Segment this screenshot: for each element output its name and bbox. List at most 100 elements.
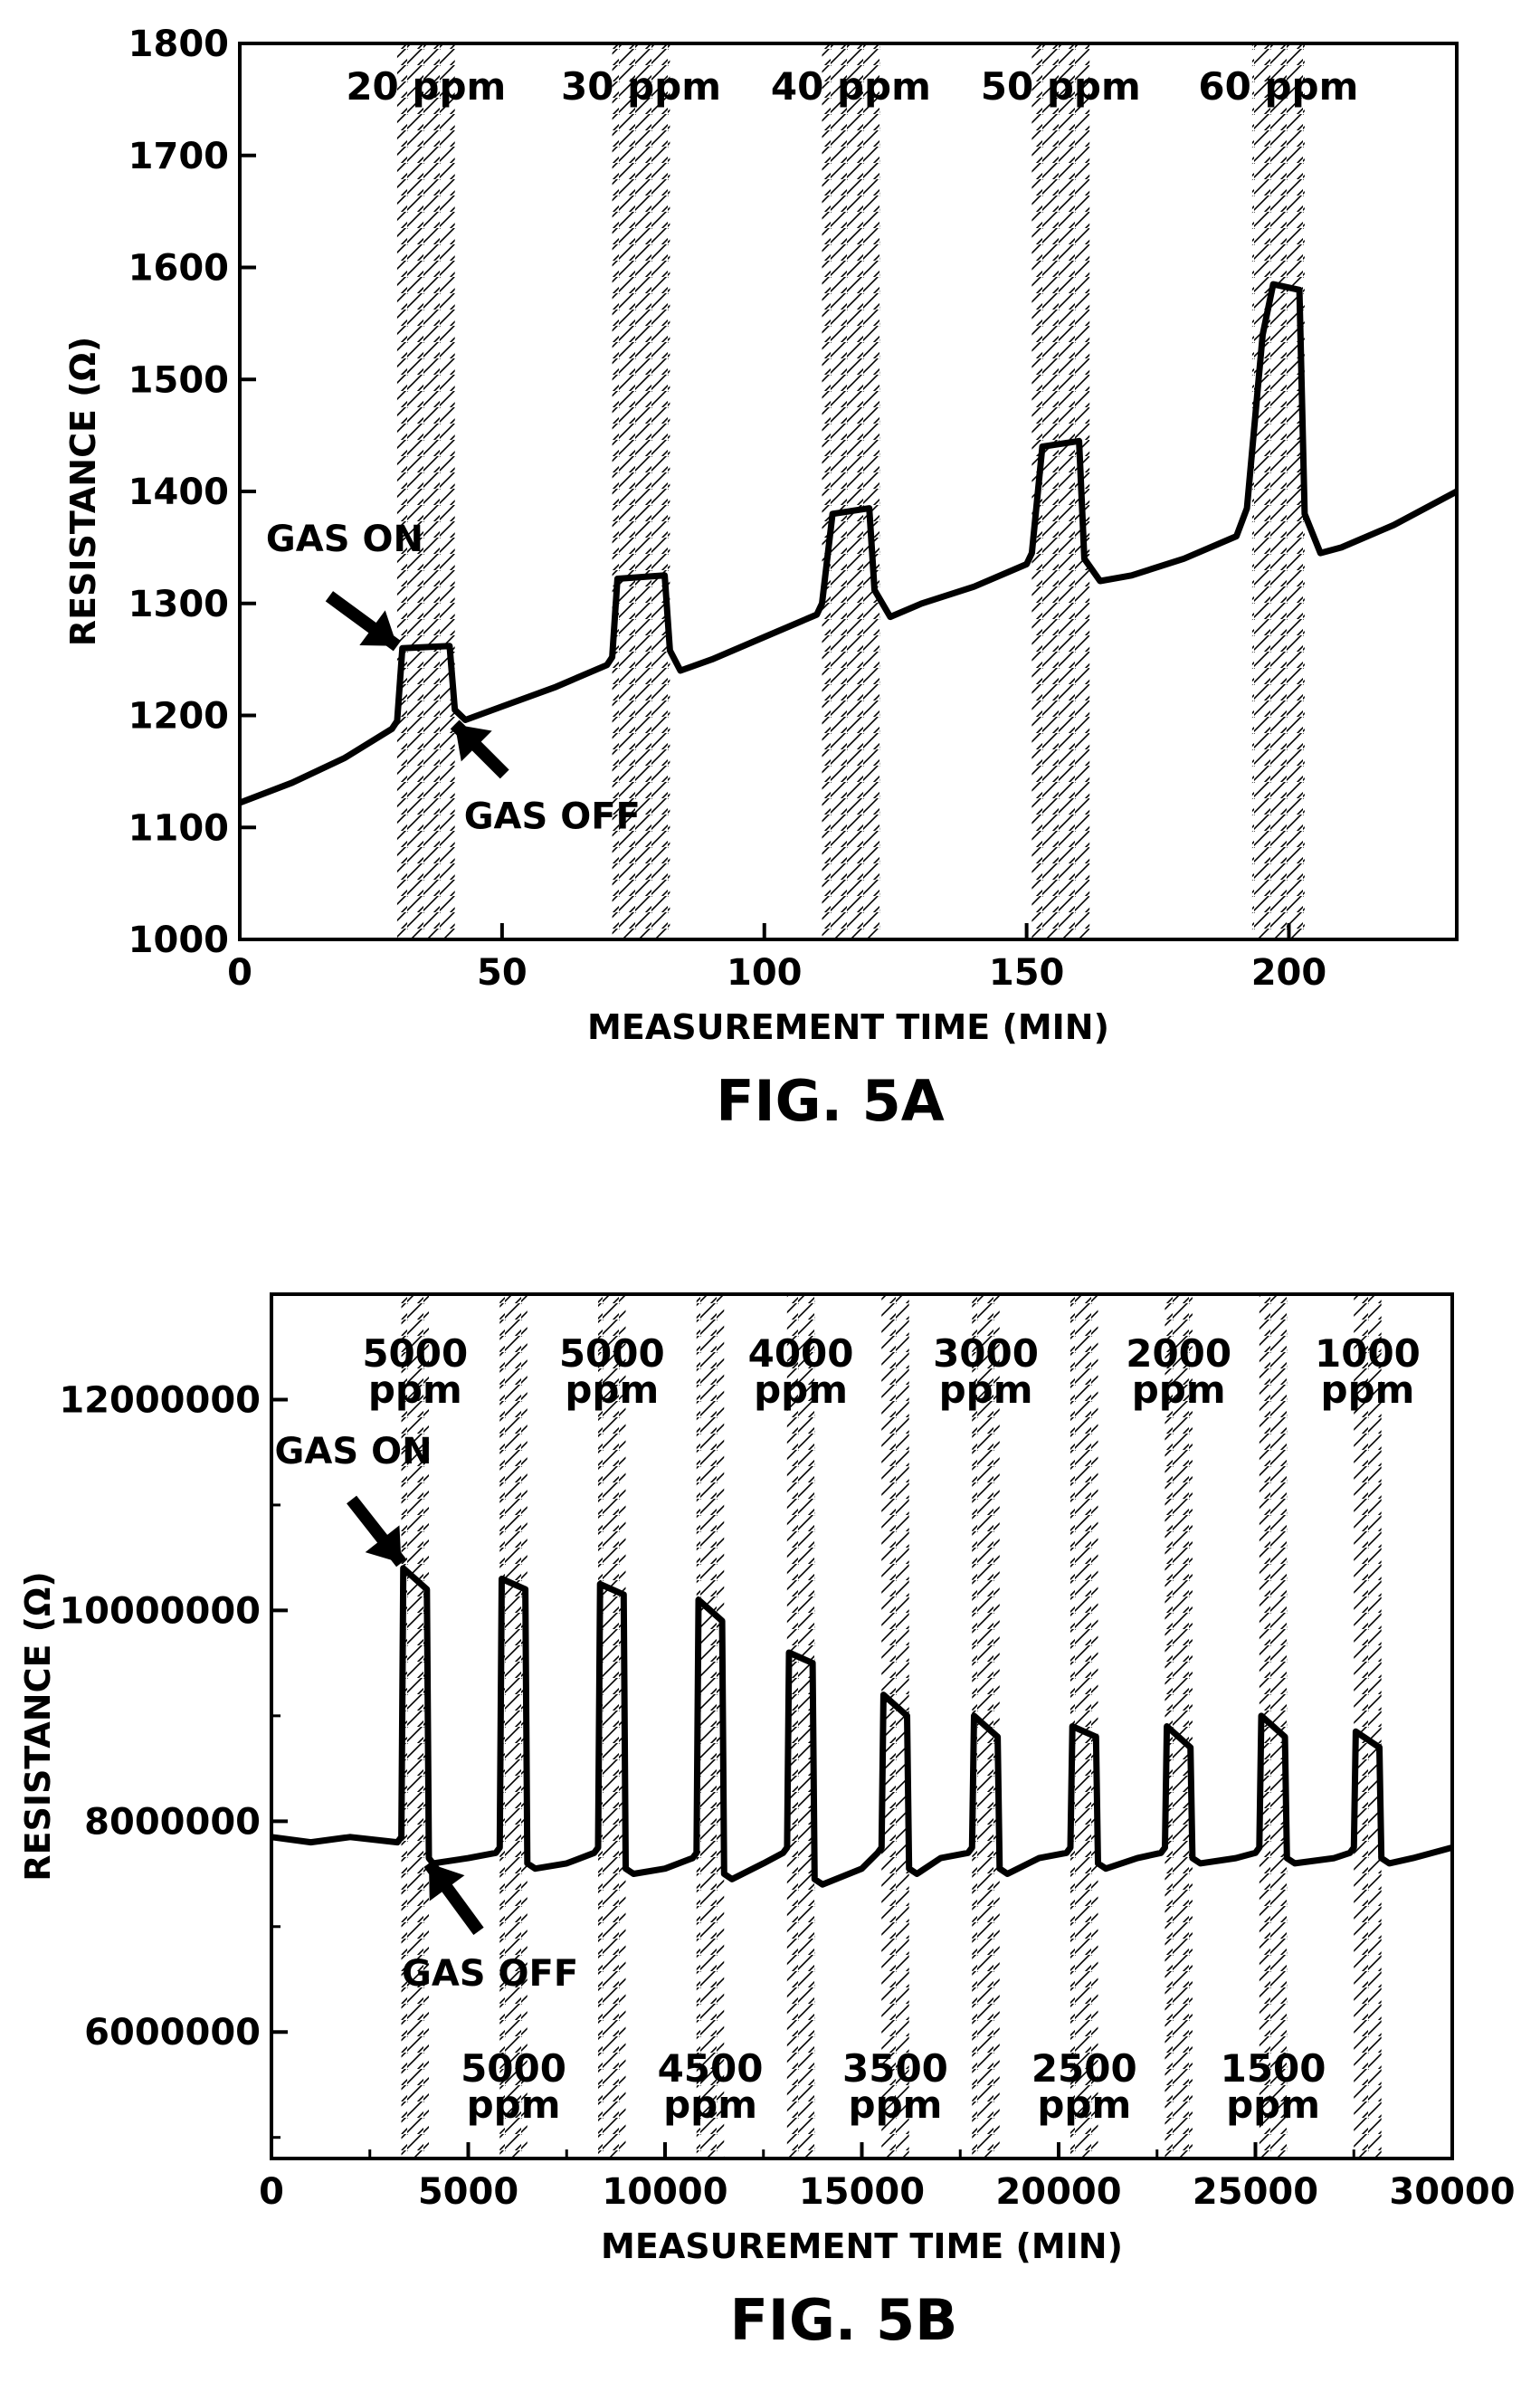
chart-5a-y-ticks: 1000 1100 1200 1300 1400 1500 1600 1700 1800 (128, 24, 256, 961)
annotation-arrow-head (454, 724, 492, 762)
band-label-value: 1500 (1221, 2046, 1326, 2091)
chart-5b-caption: FIG. 5B (730, 2287, 958, 2353)
x-tick-label: 20000 (995, 2171, 1121, 2213)
b-band-10 (1354, 1296, 1382, 2157)
a-band-0 (396, 45, 455, 938)
band-label-value: 3500 (842, 2046, 948, 2091)
y-tick-label: 10000000 (59, 1590, 261, 1632)
y-tick-label: 8000000 (84, 1801, 261, 1843)
a-band-label-1: 30 ppm (561, 64, 721, 109)
x-tick-label: 100 (727, 952, 803, 994)
band-label-unit: ppm (754, 1368, 848, 1412)
b-annotation-0: GAS ON (275, 1431, 433, 1568)
annotation-text: GAS ON (266, 519, 423, 560)
y-tick-label: 1800 (128, 24, 229, 65)
chart-5a-x-axis-label: MEASUREMENT TIME (MIN) (587, 1007, 1109, 1047)
band-label-value: 4000 (748, 1331, 854, 1376)
chart-5b-x-axis-label: MEASUREMENT TIME (MIN) (601, 2226, 1123, 2266)
annotation-arrow-head (359, 610, 397, 646)
chart-5a-bands (396, 45, 1305, 938)
band-label-value: 5000 (461, 2046, 566, 2091)
band-label-value: 2000 (1126, 1331, 1231, 1376)
a-band-2 (822, 45, 880, 938)
b-band-label-7: 2500 ppm (1031, 2046, 1137, 2127)
b-band-label-2: 5000 ppm (559, 1331, 665, 1412)
chart-5b-annotations: GAS ON GAS OFF (275, 1431, 579, 1995)
chart-5a-band-labels: 20 ppm 30 ppm 40 ppm 50 ppm 60 ppm (346, 64, 1358, 109)
chart-5a-x-ticks: 0 50 100 150 200 (227, 923, 1326, 994)
band-label-value: 4500 (658, 2046, 764, 2091)
x-tick-label: 200 (1251, 952, 1327, 994)
annotation-text: GAS ON (275, 1431, 433, 1472)
annotation-text: GAS OFF (402, 1953, 578, 1995)
x-tick-label: 10000 (602, 2171, 727, 2213)
band-label-value: 5000 (362, 1331, 468, 1376)
a-band-4 (1251, 45, 1305, 938)
chart-5b-x-ticks: 0 5000 10000 15000 20000 25000 30000 (259, 2142, 1516, 2213)
b-band-label-10: 1000 ppm (1315, 1331, 1421, 1412)
chart-5a-y-axis-label: RESISTANCE (Ω) (63, 337, 103, 646)
y-tick-label: 1000 (128, 920, 229, 961)
chart-5b-bands (401, 1296, 1382, 2157)
y-tick-label: 1700 (128, 136, 229, 177)
x-tick-label: 0 (259, 2171, 284, 2213)
b-band-label-0: 5000 ppm (362, 1331, 468, 1412)
band-label-unit: ppm (1321, 1368, 1415, 1412)
a-annotation-1: GAS OFF (450, 720, 641, 837)
b-band-label-3: 4500 ppm (658, 2046, 764, 2127)
chart-5b-series-line (271, 1565, 1453, 1888)
chart-5b-y-axis-label: RESISTANCE (Ω) (18, 1571, 58, 1881)
annotation-arrow-head (429, 1863, 465, 1901)
a-band-1 (612, 45, 670, 938)
chart-5a-annotations: GAS ON GAS OFF (266, 519, 641, 838)
band-label-unit: ppm (663, 2082, 757, 2127)
chart-5a: 20 ppm 30 ppm 40 ppm 50 ppm 60 ppm 100011001… (63, 24, 1459, 1134)
band-label-unit: ppm (1132, 1368, 1226, 1412)
chart-5a-series-line (238, 281, 1459, 806)
b-band-label-9: 1500 ppm (1221, 2046, 1326, 2127)
x-tick-label: 0 (227, 952, 252, 994)
b-band-label-6: 3000 ppm (933, 1331, 1039, 1412)
band-label-unit: ppm (939, 1368, 1033, 1412)
y-tick-label: 1400 (128, 472, 229, 513)
band-label-unit: ppm (368, 1368, 462, 1412)
a-band-label-2: 40 ppm (771, 64, 931, 109)
b-band-2 (598, 1296, 626, 2157)
y-tick-label: 1600 (128, 248, 229, 290)
a-annotation-0: GAS ON (266, 519, 423, 652)
x-tick-label: 50 (477, 952, 528, 994)
band-label-value: 5000 (559, 1331, 665, 1376)
band-label-unit: ppm (849, 2082, 943, 2127)
b-band-0 (401, 1296, 429, 2157)
b-band-label-5: 3500 ppm (842, 2046, 948, 2127)
a-band-label-3: 50 ppm (981, 64, 1141, 109)
band-label-value: 3000 (933, 1331, 1039, 1376)
band-label-unit: ppm (1037, 2082, 1131, 2127)
a-band-label-4: 60 ppm (1198, 64, 1358, 109)
chart-5b-y-ticks: 6000000 8000000 10000000 12000000 (59, 1379, 288, 2139)
band-label-value: 2500 (1031, 2046, 1137, 2091)
b-band-1 (499, 1296, 528, 2157)
annotation-text: GAS OFF (464, 796, 641, 837)
band-label-unit: ppm (467, 2082, 561, 2127)
x-tick-label: 25000 (1193, 2171, 1318, 2213)
x-tick-label: 5000 (418, 2171, 518, 2213)
x-tick-label: 150 (989, 952, 1065, 994)
y-tick-label: 1200 (128, 696, 229, 738)
y-tick-label: 6000000 (84, 2012, 261, 2054)
b-band-4 (786, 1296, 815, 2157)
a-band-label-0: 20 ppm (346, 64, 506, 109)
b-band-label-8: 2000 ppm (1126, 1331, 1231, 1412)
b-band-label-4: 4000 ppm (748, 1331, 854, 1412)
band-label-value: 1000 (1315, 1331, 1421, 1376)
y-tick-label: 1500 (128, 359, 229, 401)
x-tick-label: 15000 (799, 2171, 925, 2213)
y-tick-label: 12000000 (59, 1379, 261, 1421)
y-tick-label: 1300 (128, 584, 229, 625)
band-label-unit: ppm (565, 1368, 659, 1412)
chart-5a-caption: FIG. 5A (716, 1068, 945, 1134)
y-tick-label: 1100 (128, 807, 229, 849)
